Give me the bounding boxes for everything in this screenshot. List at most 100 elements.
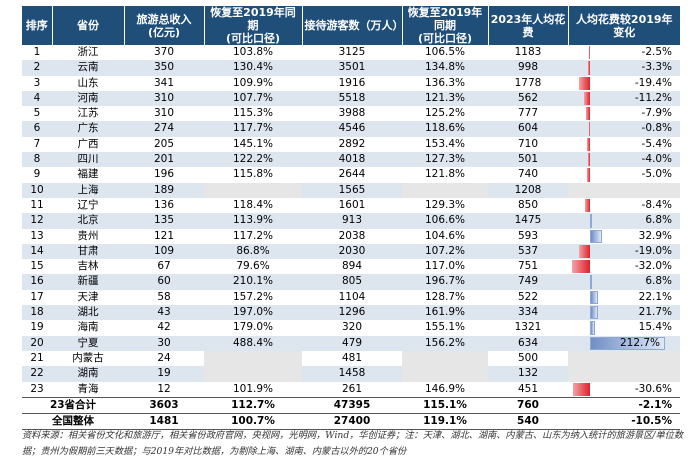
spend-cell: 760 [488, 396, 568, 414]
visitors-recovery-cell: 161.9% [402, 305, 488, 321]
revenue-cell: 136 [153, 198, 175, 211]
revenue-recovery-cell: 109.9% [232, 76, 274, 89]
visitors-recovery-cell: 128.7% [424, 290, 466, 303]
visitors-cell: 2644 [338, 168, 366, 181]
province-cell: 甘肃 [52, 243, 124, 260]
province-cell: 海南 [77, 321, 99, 334]
revenue-cell: 201 [124, 152, 204, 168]
table-header-row: 排序 省份 旅游总收入 (亿元) 恢复至2019年同期 (可比口径) 接待游客数（万… [22, 6, 680, 45]
rank-cell: 11 [30, 198, 44, 211]
province-cell: 湖南 [52, 366, 124, 382]
province-cell: 江苏 [77, 107, 99, 120]
rank-cell: 21 [30, 351, 44, 364]
rank-cell: 16 [22, 274, 52, 290]
spend-change-cell: -3.3% [568, 60, 680, 76]
spend-change-cell: 6.8% [568, 213, 680, 229]
spend-change-bar [583, 91, 590, 106]
spend-change-cell: -19.0% [568, 243, 680, 260]
table-row: 19 海南 42 179.0% 320 155.1% 1321 15.4% [22, 320, 680, 335]
rank-cell: 3 [33, 76, 41, 89]
rank-cell: 5 [33, 107, 41, 120]
table-row: 6 广东 274 117.7% 4546 118.6% 604 -0.8% [22, 121, 680, 137]
province-cell: 内蒙古 [72, 351, 104, 364]
revenue-cell: 43 [124, 305, 204, 321]
spend-change-value: -11.2% [634, 91, 672, 104]
spend-change-cell: -5.0% [568, 167, 680, 182]
spend-change-cell: -2.1% [568, 396, 680, 414]
province-cell: 河南 [52, 90, 124, 107]
header-revenue: 旅游总收入 (亿元) [124, 6, 205, 45]
spend-change-cell: -10.5% [568, 413, 680, 431]
revenue-recovery-cell: 210.1% [204, 274, 302, 290]
spend-change-cell: 22.1% [568, 290, 680, 305]
spend-change-cell: 6.8% [568, 274, 680, 290]
visitors-recovery-cell: 125.2% [424, 107, 466, 120]
revenue-cell: 24 [157, 351, 171, 364]
rank-cell: 19 [30, 321, 44, 334]
revenue-cell: 12 [157, 382, 171, 395]
province-cell: 宁夏 [52, 335, 124, 351]
table-row: 3 山东 341 109.9% 1916 136.3% 1778 -19.4% [22, 76, 680, 91]
visitors-cell: 3501 [302, 60, 402, 76]
visitors-recovery-cell: 146.9% [424, 382, 466, 395]
spend-cell: 501 [488, 152, 568, 168]
rank-cell: 17 [30, 290, 44, 303]
visitors-recovery-cell: 117.0% [424, 260, 466, 273]
province-cell: 湖北 [52, 305, 124, 321]
revenue-cell: 189 [124, 182, 204, 198]
rank-cell: 18 [22, 305, 52, 321]
spend-cell: 132 [488, 366, 568, 382]
spend-change-value: -5.0% [641, 168, 672, 181]
revenue-recovery-cell: 145.1% [232, 137, 274, 150]
visitors-cell: 1601 [338, 198, 366, 211]
province-cell: 贵州 [77, 229, 99, 242]
visitors-recovery-cell: 118.6% [402, 121, 488, 137]
table-row: 1 浙江 370 103.8% 3125 106.5% 1183 -2.5% [22, 45, 680, 60]
header-revenue-recovery: 恢复至2019年同期 (可比口径) [204, 6, 303, 45]
revenue-cell: 58 [157, 290, 171, 303]
revenue-recovery-cell: 122.2% [204, 152, 302, 168]
spend-change-value: 6.8% [645, 275, 672, 288]
spend-change-value: -19.0% [634, 244, 672, 257]
spend-change-bar [590, 229, 602, 243]
visitors-cell: 27400 [302, 413, 402, 431]
revenue-recovery-cell: 157.2% [232, 290, 274, 303]
spend-change-bar [579, 76, 590, 90]
revenue-recovery-cell [204, 182, 302, 198]
visitors-recovery-cell: 106.6% [402, 213, 488, 229]
spend-change-value: 15.4% [638, 321, 672, 334]
spend-change-cell: 212.7% [568, 335, 680, 351]
revenue-cell: 370 [153, 46, 175, 58]
province-cell: 浙江 [77, 46, 99, 58]
table-row: 18 湖北 43 197.0% 1296 161.9% 334 21.7% [22, 305, 680, 321]
rank-cell: 9 [33, 168, 41, 181]
spend-change-value: 6.8% [645, 214, 672, 227]
revenue-recovery-cell: 179.0% [232, 321, 274, 334]
header-province: 省份 [52, 6, 125, 45]
revenue-recovery-cell: 86.8% [204, 243, 302, 260]
spend-cell: 710 [517, 137, 539, 150]
revenue-recovery-cell [204, 350, 302, 367]
table-row: 13 贵州 121 117.2% 2038 104.6% 593 32.9% [22, 229, 680, 244]
spend-change-value: -30.6% [634, 382, 672, 395]
table-row: 23 青海 12 101.9% 261 146.9% 451 -30.6% [22, 382, 680, 398]
spend-change-cell: -19.4% [568, 76, 680, 91]
visitors-cell: 1565 [302, 182, 402, 198]
spend-cell: 1475 [488, 213, 568, 229]
province-cell: 山东 [77, 76, 99, 89]
spend-change-bar [579, 244, 590, 259]
revenue-recovery-cell: 130.4% [204, 60, 302, 76]
spend-change-bar [572, 260, 590, 274]
spend-cell: 334 [488, 305, 568, 321]
spend-change-cell: -4.0% [568, 152, 680, 168]
table-row: 11 辽宁 136 118.4% 1601 129.3% 850 -8.4% [22, 198, 680, 213]
visitors-cell: 1296 [302, 305, 402, 321]
province-cell: 四川 [52, 152, 124, 168]
visitors-cell: 2030 [302, 243, 402, 260]
spend-cell: 522 [517, 290, 539, 303]
spend-change-cell: 21.7% [568, 305, 680, 321]
spend-cell: 751 [517, 260, 539, 273]
spend-change-cell [568, 182, 680, 198]
spend-change-bar [585, 107, 590, 121]
spend-cell: 500 [517, 351, 539, 364]
